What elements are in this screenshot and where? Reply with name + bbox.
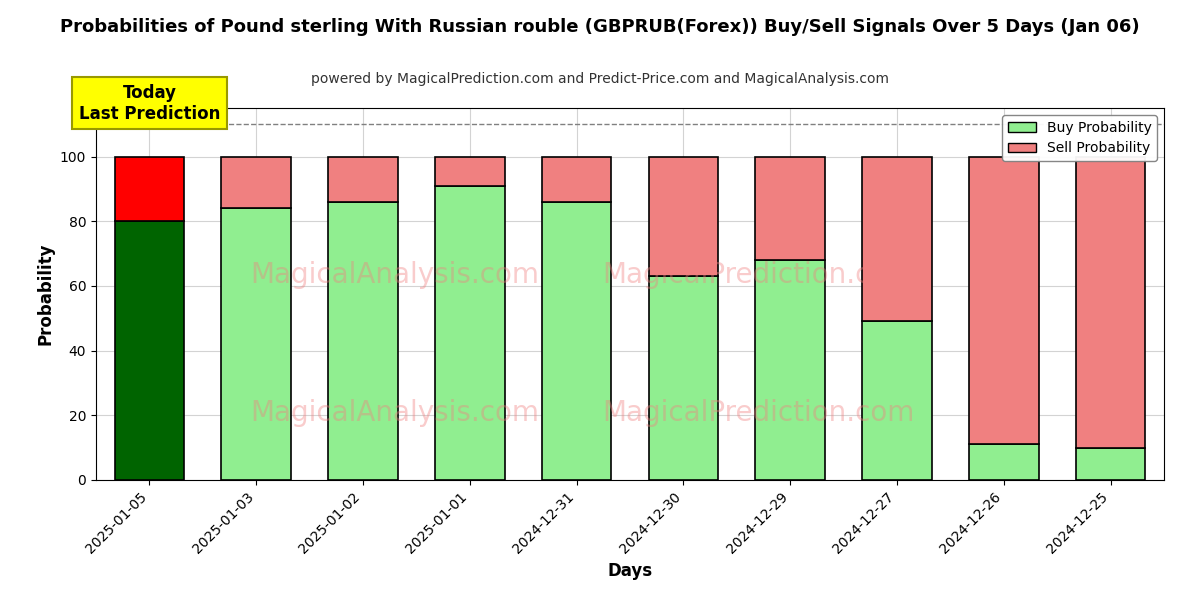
Bar [756,260,824,480]
Text: Probabilities of Pound sterling With Russian rouble (GBPRUB(Forex)) Buy/Sell Sig: Probabilities of Pound sterling With Rus… [60,18,1140,36]
Text: Today
Last Prediction: Today Last Prediction [79,84,220,122]
Bar [329,157,397,202]
Bar [970,157,1038,445]
Bar [756,157,824,260]
Bar [863,322,931,480]
Bar [649,276,718,480]
Bar [542,157,611,202]
Y-axis label: Probability: Probability [36,243,54,345]
Text: MagicalAnalysis.com: MagicalAnalysis.com [251,399,540,427]
Text: powered by MagicalPrediction.com and Predict-Price.com and MagicalAnalysis.com: powered by MagicalPrediction.com and Pre… [311,72,889,86]
Bar [115,157,184,221]
Bar [436,157,504,185]
Bar [1076,448,1145,480]
Text: MagicalPrediction.com: MagicalPrediction.com [602,399,914,427]
Bar [1076,157,1145,448]
Bar [542,202,611,480]
Bar [222,157,290,208]
Bar [649,157,718,276]
Bar [863,157,931,322]
X-axis label: Days: Days [607,562,653,580]
Bar [436,185,504,480]
Legend: Buy Probability, Sell Probability: Buy Probability, Sell Probability [1002,115,1157,161]
Bar [115,221,184,480]
Bar [329,202,397,480]
Text: MagicalPrediction.com: MagicalPrediction.com [602,262,914,289]
Bar [222,208,290,480]
Text: MagicalAnalysis.com: MagicalAnalysis.com [251,262,540,289]
Bar [970,445,1038,480]
